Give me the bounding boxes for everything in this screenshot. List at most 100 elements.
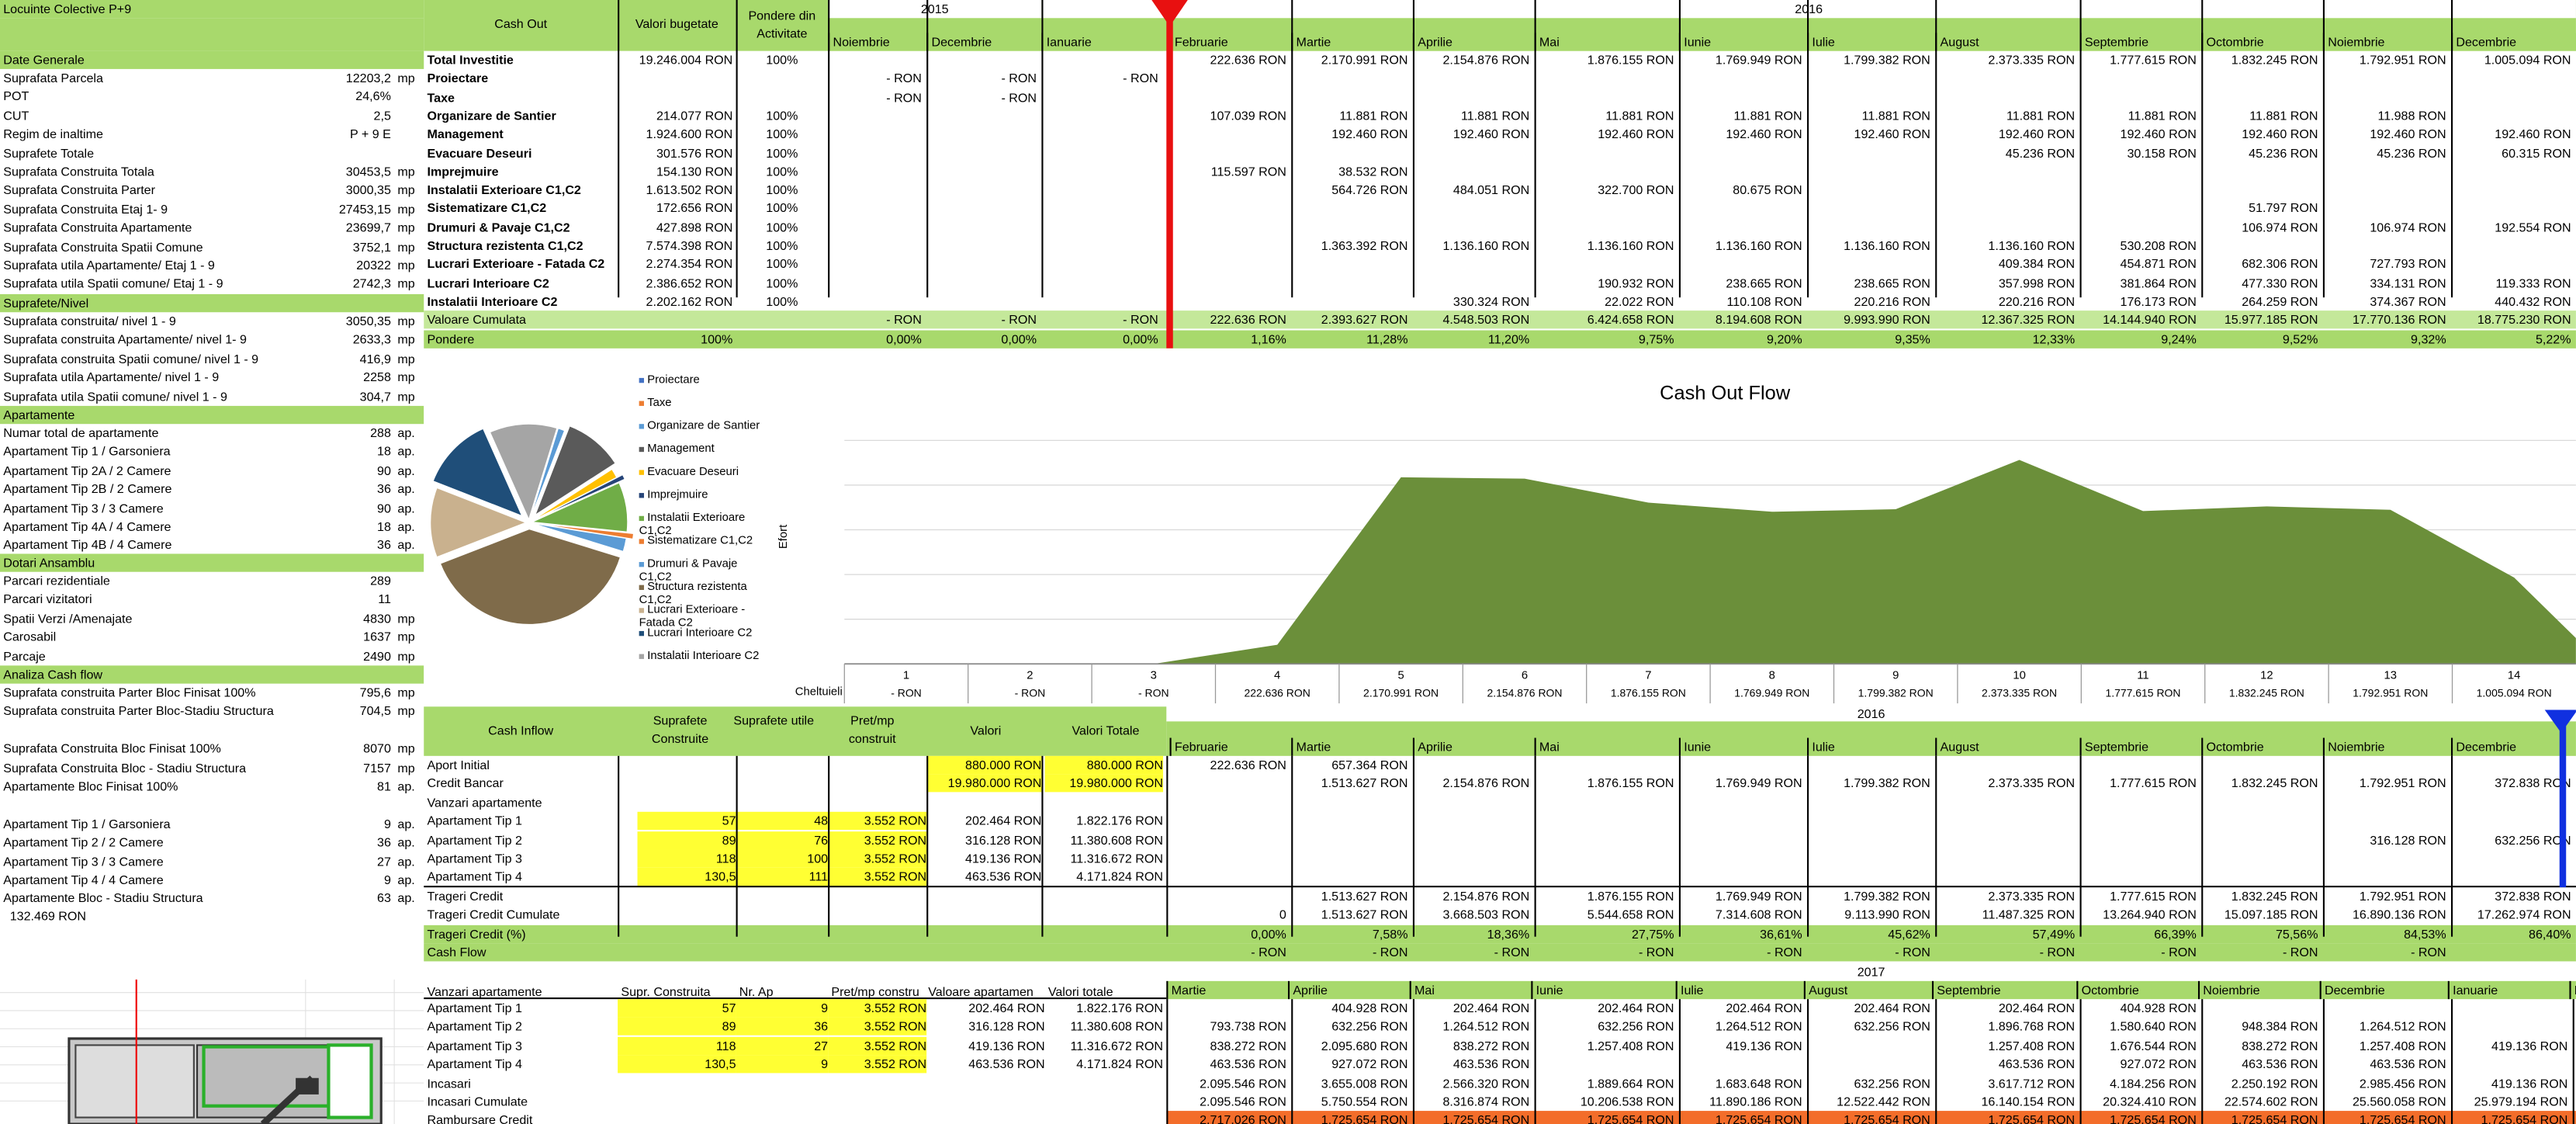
cashin-pret[interactable] (828, 943, 926, 961)
cashin-cell[interactable]: 3.668.503 RON (1442, 907, 1530, 923)
sales-cell[interactable]: 1.725.654 RON (2481, 1113, 2568, 1124)
sales-pret[interactable]: 3.552 RON (828, 1018, 927, 1036)
left-value[interactable]: 288 (370, 425, 391, 441)
cashout-cell[interactable]: 80.675 RON (1733, 182, 1802, 198)
cashout-month[interactable]: Mai (1534, 33, 1679, 51)
cashout-row-pondere[interactable]: 100% (766, 238, 798, 254)
left-unit[interactable]: mp (397, 276, 415, 292)
row-label-cheltuieli[interactable]: Cheltuieli (795, 686, 843, 699)
cashout-cell[interactable] (1935, 199, 2075, 217)
left-value[interactable]: 23699,7 (345, 220, 391, 236)
left-unit[interactable]: mp (397, 351, 415, 366)
cashout-cell[interactable]: 15.977.185 RON (2224, 312, 2318, 328)
cashout-cell[interactable]: - RON (1001, 312, 1037, 328)
cashout-cell[interactable] (1935, 218, 2075, 236)
cashin-cell[interactable]: 2.154.876 RON (1442, 888, 1530, 904)
left-value[interactable]: 18 (377, 444, 391, 460)
cashin-cell[interactable]: 84,53% (2404, 926, 2446, 942)
left-value[interactable]: 12203,2 (345, 71, 391, 86)
sales-month[interactable]: Iulie (1675, 980, 1804, 1000)
su-header[interactable]: Suprafete utile (733, 713, 815, 728)
sales-cell[interactable] (1170, 999, 1286, 1017)
pie-slice[interactable] (531, 468, 618, 522)
cashin-pret[interactable]: 3.552 RON (828, 849, 927, 868)
cashout-cell[interactable]: 1.832.245 RON (2231, 52, 2318, 68)
cashout-row-value[interactable]: 7.574.398 RON (646, 238, 733, 254)
left-value[interactable]: 20322 (356, 258, 391, 273)
left-value[interactable]: 3050,35 (345, 314, 391, 329)
cashin-cell[interactable] (1170, 831, 1286, 848)
sales-cell[interactable]: 463.536 RON (1452, 1056, 1530, 1072)
cashin-sc[interactable] (638, 906, 736, 924)
valori-totale-header[interactable]: Valori Totale (1072, 723, 1140, 738)
pie-legend-item[interactable]: Structura rezistenta C1,C2 (639, 581, 770, 608)
year-2016[interactable]: 2016 (1041, 0, 2576, 19)
pret-header[interactable]: Pret/mp construit (848, 713, 896, 747)
cashout-row-name[interactable]: Imprejmuire (427, 164, 499, 179)
timeline-marker-red[interactable] (1151, 0, 1188, 349)
sales-cell[interactable]: 1.725.654 RON (1988, 1113, 2076, 1124)
cashin-pret[interactable] (828, 887, 926, 905)
cashout-cell[interactable]: 1.005.094 RON (2484, 52, 2571, 68)
cashout-cell[interactable] (1413, 199, 1529, 217)
sales-month[interactable]: Septembrie (1931, 980, 2076, 1000)
left-unit[interactable]: ap. (397, 444, 415, 460)
cashout-cell[interactable]: 9,35% (1895, 331, 1930, 346)
cashin-cell[interactable] (1413, 849, 1529, 867)
sales-h-pret[interactable]: Pret/mp constru (831, 984, 919, 1000)
cashin-cell[interactable]: 1.792.951 RON (2359, 888, 2446, 904)
cashin-cell[interactable]: 222.636 RON (1210, 757, 1286, 772)
cashout-cell[interactable]: 374.367 RON (2370, 293, 2446, 309)
left-label[interactable]: Suprafata Construita Bloc Finisat 100% (3, 741, 221, 757)
sales-va[interactable] (926, 1112, 1044, 1124)
cashin-valori-totale[interactable] (1045, 943, 1163, 961)
left-value[interactable]: 36 (377, 481, 391, 497)
cashout-cell[interactable] (828, 144, 922, 161)
sales-cell[interactable]: 419.136 RON (1726, 1038, 1802, 1053)
cashin-valori-totale[interactable]: 1.822.176 RON (1076, 814, 1164, 829)
cashout-cell[interactable] (828, 125, 922, 143)
cashout-cell[interactable]: 1.136.160 RON (1715, 238, 1802, 254)
data-label[interactable]: 1.799.382 RON (1858, 689, 1934, 700)
cashin-cell[interactable]: 45,62% (1888, 926, 1930, 942)
cashout-cell[interactable]: 38.532 RON (1338, 164, 1408, 179)
cashout-cell[interactable]: 11.881 RON (1339, 108, 1408, 123)
cashout-cell[interactable] (1291, 255, 1407, 273)
sales-nr[interactable]: 27 (736, 1036, 829, 1055)
cashin-row-name[interactable]: Credit Bancar (427, 776, 504, 792)
cashin-cell[interactable]: 632.256 RON (2495, 832, 2571, 848)
sales-vt[interactable] (1045, 1074, 1163, 1092)
cashin-cell[interactable]: 372.838 RON (2495, 888, 2571, 904)
x-tick-label[interactable]: 14 (2507, 670, 2521, 682)
cashout-row-name[interactable]: Sistematizare C1,C2 (427, 201, 547, 217)
x-tick-label[interactable]: 9 (1892, 670, 1899, 682)
cashin-cell[interactable] (1413, 812, 1529, 830)
pondere-header[interactable]: Pondere din Activitate (748, 8, 816, 41)
cashin-cell[interactable]: 57,49% (2032, 926, 2076, 942)
cashout-cell[interactable] (1807, 181, 1930, 199)
cashin-valori-totale[interactable]: 880.000 RON (1044, 755, 1164, 775)
cashout-cell[interactable]: 1,16% (1251, 331, 1286, 346)
cashin-su[interactable] (736, 756, 829, 774)
cashin-cell[interactable] (2080, 793, 2197, 811)
pie-slice[interactable] (531, 522, 627, 552)
left-label[interactable]: Apartament Tip 4B / 4 Camere (3, 538, 172, 553)
cashin-sc[interactable] (638, 887, 736, 905)
left-value[interactable] (247, 144, 391, 161)
sales-cell[interactable] (1807, 1056, 1930, 1074)
left-label[interactable]: Parcari rezidentiale (3, 573, 110, 588)
left-unit[interactable]: ap. (397, 538, 415, 553)
left-unit[interactable]: mp (397, 332, 415, 348)
cashin-month[interactable]: Mai (1534, 737, 1679, 756)
cashout-cell[interactable] (1041, 144, 1158, 161)
sales-vt[interactable] (1045, 1112, 1163, 1124)
cashout-cell[interactable]: 220.216 RON (1854, 293, 1930, 309)
cashin-cell[interactable] (2080, 756, 2197, 774)
cashin-cell[interactable]: 1.513.627 RON (1321, 888, 1408, 904)
cashout-month[interactable]: Aprilie (1412, 33, 1535, 51)
sales-cell[interactable]: 419.136 RON (2491, 1075, 2568, 1091)
cashout-cell[interactable]: 8.194.608 RON (1715, 312, 1802, 328)
cashin-cell[interactable]: 1.513.627 RON (1321, 776, 1408, 792)
cashin-row-name[interactable]: Vanzari apartamente (427, 795, 542, 810)
left-unit[interactable]: mp (397, 703, 415, 719)
